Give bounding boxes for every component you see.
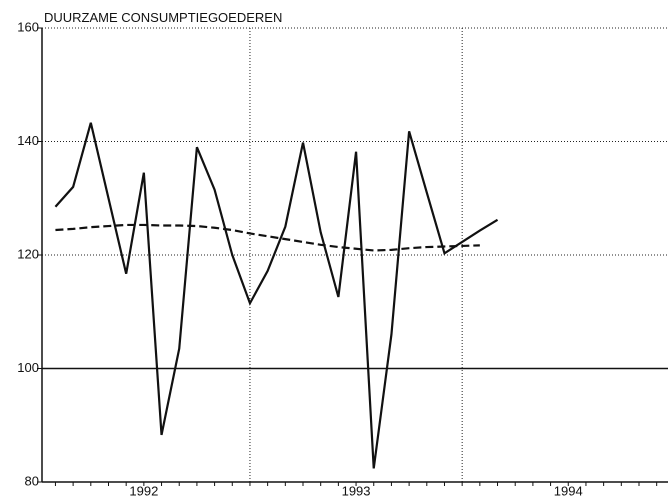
x-tick-label: 1993 [342, 483, 371, 498]
chart-title: DUURZAME CONSUMPTIEGOEDEREN [44, 10, 282, 25]
y-tick-label: 120 [17, 246, 39, 261]
x-tick-label: 1994 [554, 483, 583, 498]
y-tick-label: 100 [17, 360, 39, 375]
series-line [55, 223, 480, 252]
y-tick-label: 140 [17, 133, 39, 148]
y-tick-label: 160 [17, 19, 39, 34]
series-line [54, 122, 499, 469]
y-tick-label: 80 [25, 473, 39, 488]
x-tick-label: 1992 [129, 483, 158, 498]
